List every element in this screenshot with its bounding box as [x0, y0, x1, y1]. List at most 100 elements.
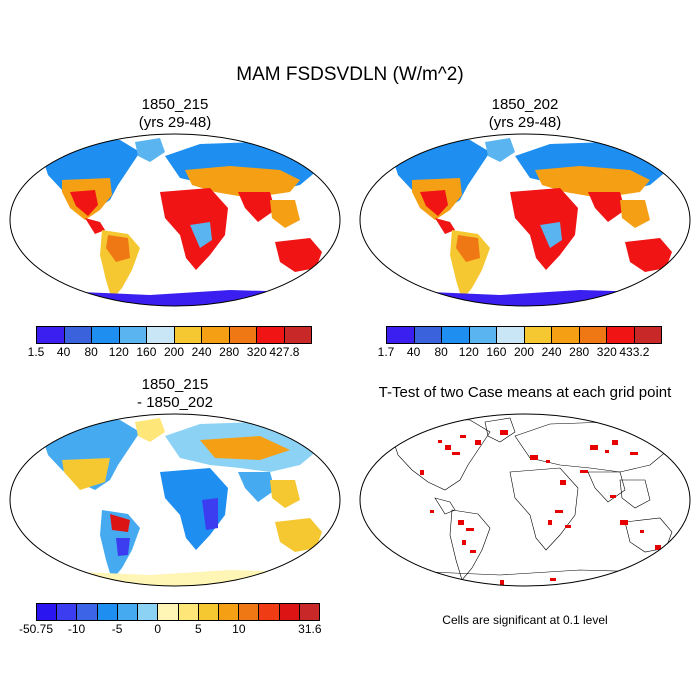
significant-cell: [475, 440, 481, 445]
significant-cell: [530, 455, 538, 460]
significant-cell: [640, 530, 644, 533]
figure-title: MAM FSDSVDLN (W/m^2): [236, 64, 464, 85]
significant-cell: [548, 520, 552, 525]
australia: [275, 518, 322, 552]
case2-colorbar-label: 40: [406, 345, 421, 359]
case1-map: [0, 130, 350, 310]
diff-colorbar-swatch: [77, 604, 98, 620]
diff-colorbar-swatch: [178, 604, 199, 620]
india: [238, 472, 275, 502]
case2-colorbar-swatch: [552, 327, 580, 343]
significant-cell: [605, 450, 609, 453]
diff-title-line2: - 1850_202: [137, 394, 213, 411]
map-outline: [359, 413, 691, 587]
significant-cell: [466, 528, 474, 531]
diff-colorbar-swatch: [239, 604, 260, 620]
case2-colorbar-swatch: [442, 327, 470, 343]
south-america-north: [110, 514, 130, 532]
south-america-mid: [116, 538, 130, 556]
case1-colorbar-swatch: [229, 327, 257, 343]
diff-colorbar-swatch: [299, 604, 320, 620]
diff-title-line1: 1850_215: [141, 376, 209, 393]
significant-cell: [500, 430, 508, 435]
case1-colorbar-swatch: [37, 327, 65, 343]
case2-colorbar: 1.7 40 80 120 160 200 240 280 320 433.2: [378, 326, 662, 360]
case1-title-line2: (yrs 29-48): [138, 114, 212, 131]
diff-colorbar-swatch: [218, 604, 240, 620]
case2-colorbar-label: 1.7: [377, 345, 395, 359]
significant-cell: [458, 520, 464, 525]
significant-cell: [430, 510, 434, 513]
central-america: [85, 218, 105, 234]
case2-colorbar-swatch: [387, 327, 415, 343]
diff-colorbar-label: 31.6: [298, 622, 322, 636]
case1-colorbar-label: 280: [219, 345, 240, 359]
north-america-core: [70, 190, 98, 216]
significant-cell: [630, 452, 638, 455]
case2-colorbar-swatch: [497, 327, 525, 343]
diff-colorbar-label: -5: [111, 622, 123, 636]
significant-cell: [655, 545, 661, 550]
case2-colorbar-swatch: [524, 327, 552, 343]
diff-colorbar-label: 0: [154, 622, 162, 636]
case2-colorbar-label: 200: [513, 345, 535, 359]
case2-colorbar-label: 320: [596, 345, 617, 359]
case1-colorbar-label: 427.8: [269, 345, 300, 359]
case2-colorbar-box: [386, 326, 662, 344]
case1-colorbar-swatch: [64, 327, 92, 343]
case1-colorbar-label: 120: [108, 345, 129, 359]
diff-colorbar-box: [36, 603, 320, 621]
africa-east: [202, 498, 218, 530]
eurasia-mid: [535, 166, 650, 198]
africa: [160, 468, 228, 550]
case2-colorbar-swatch: [469, 327, 497, 343]
ttest-map: [350, 410, 700, 590]
significant-cell: [445, 445, 451, 450]
australia: [625, 238, 672, 272]
north-america-core: [420, 190, 448, 216]
diff-colorbar-label: -50.75: [18, 622, 54, 636]
central-america: [435, 218, 455, 234]
africa-central: [540, 222, 562, 248]
case1-colorbar-label: 200: [163, 345, 185, 359]
significant-cell: [420, 470, 424, 475]
diff-colorbar-swatch: [117, 604, 139, 620]
case2-title: 1850_202 (yrs 29-48): [410, 96, 640, 132]
diff-map: [0, 410, 350, 590]
diff-colorbar-labels: -50.75 -10 -5 0 5 10 31.6: [19, 621, 322, 637]
case1-colorbar-label: 160: [136, 345, 157, 359]
greenland: [135, 418, 165, 442]
significant-cell: [546, 460, 550, 463]
eurasia-mid: [200, 436, 290, 460]
diff-colorbar-swatch: [158, 604, 179, 620]
case2-colorbar-label: 80: [434, 345, 448, 359]
case1-colorbar-swatch: [174, 327, 202, 343]
case1-colorbar-swatch: [284, 327, 311, 343]
case1-colorbar-label: 80: [84, 345, 98, 359]
case1-colorbar-swatch: [92, 327, 120, 343]
significant-cell: [650, 435, 654, 440]
diff-colorbar-label: 10: [232, 622, 246, 636]
case2-colorbar-swatch: [634, 327, 661, 343]
significant-cell: [438, 440, 442, 443]
greenland: [135, 138, 165, 162]
significant-cell: [612, 440, 618, 445]
significant-cell: [630, 580, 634, 583]
coastlines: [389, 417, 681, 583]
significant-cell: [445, 578, 453, 581]
greenland: [485, 138, 515, 162]
significant-cell: [460, 435, 466, 438]
antarctica: [40, 290, 330, 306]
significant-cell: [560, 480, 566, 485]
diff-colorbar-swatch: [279, 604, 300, 620]
diff-colorbar-swatch: [57, 604, 78, 620]
southeast-asia: [270, 480, 300, 508]
significant-cell: [620, 520, 628, 525]
case2-title-line2: (yrs 29-48): [488, 114, 562, 131]
case2-colorbar-label: 433.2: [619, 345, 650, 359]
case1-colorbar-label: 40: [56, 345, 71, 359]
significant-cell: [462, 540, 466, 545]
diff-colorbar-swatch: [37, 604, 58, 620]
diff-colorbar: -50.75 -10 -5 0 5 10 31.6: [19, 603, 322, 637]
australia: [275, 238, 322, 272]
